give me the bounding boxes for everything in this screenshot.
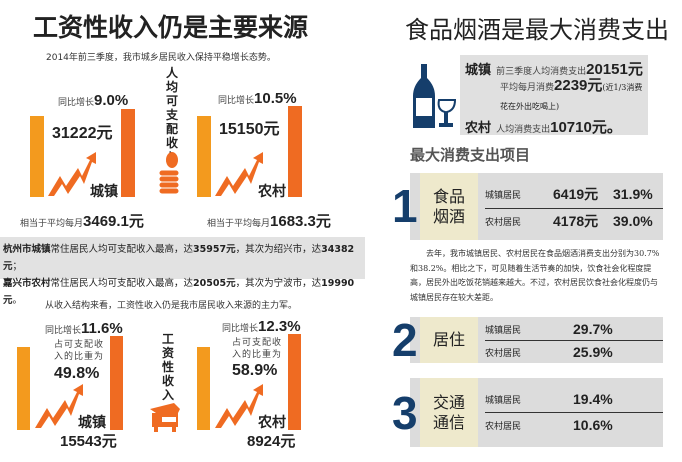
urban-monthly-spending: 平均每月消费2239元(近1/3消费花在外出吃喝上)	[500, 77, 643, 111]
coins-icon	[158, 152, 180, 195]
spending-item-2: 2 居住 城镇居民 29.7% 农村居民 25.9%	[392, 314, 663, 366]
top-spending-heading: 最大消费支出项目	[410, 146, 531, 164]
urban-label: 城镇	[90, 183, 118, 199]
rural-monthly: 相当于平均每月1683.3元	[207, 213, 331, 230]
urban-wage-bar-left	[17, 347, 30, 430]
wage-income-label: 工资性收入	[161, 332, 174, 402]
spending-item-3: 3 交通通信 城镇居民 19.4% 农村居民 10.6%	[392, 378, 663, 447]
ranking-row: 嘉兴市农村常住居民人均可支配收入最高，达20505元，其次为宁波市，达19990…	[3, 278, 355, 306]
growth-arrow-icon	[215, 384, 263, 428]
category-label: 食品烟酒	[420, 173, 478, 240]
rural-wage-bar-right	[288, 334, 301, 430]
rural-wage-share: 58.9%	[232, 362, 278, 379]
rural-income: 15150元	[219, 121, 280, 138]
spending-row: 城镇居民 19.4%	[485, 391, 613, 407]
food-spending-paragraph: 去年，我市城镇居民、农村居民在食品烟酒消费支出分别为30.7%和38.2%。相比…	[410, 249, 660, 302]
rural-wage-growth: 同比增长12.3%	[222, 318, 301, 335]
ranking-row: 杭州市城镇常住居民人均可支配收入最高，达35957元，其次为绍兴市，达34382…	[3, 244, 355, 272]
city-ranking-band: 杭州市城镇常住居民人均可支配收入最高，达35957元，其次为绍兴市，达34382…	[0, 237, 365, 306]
wallet-icon	[150, 403, 180, 432]
rural-bar-right	[288, 106, 302, 197]
spending-item-1: 1 食品烟酒 城镇居民 6419元 31.9% 农村居民 4178元 39.0%	[392, 173, 663, 240]
urban-income: 31222元	[52, 125, 113, 142]
category-label: 居住	[420, 317, 478, 363]
spending-row: 农村居民 4178元 39.0%	[485, 213, 653, 229]
urban-wage-share-label: 占可支配收入的比重为	[54, 340, 105, 362]
rural-wage-label: 农村	[258, 414, 286, 430]
urban-wage-bar-right	[110, 336, 123, 430]
rural-growth: 同比增长10.5%	[218, 90, 297, 107]
urban-monthly: 相当于平均每月3469.1元	[20, 213, 144, 230]
urban-wage-label: 城镇	[78, 414, 106, 430]
spending-row: 城镇居民 6419元 31.9%	[485, 186, 653, 202]
rural-spending: 农村 人均消费支出10710元。	[465, 119, 622, 136]
urban-bar-right	[121, 109, 135, 197]
structure-intro: 从收入结构来看，工资性收入仍是我市居民收入来源的主力军。	[45, 301, 298, 311]
rural-wage-income: 8924元	[247, 433, 296, 450]
rank-number: 1	[392, 180, 418, 232]
rural-wage-bar-left	[197, 347, 210, 430]
wine-bottle-glass-icon	[413, 64, 457, 128]
spending-row: 农村居民 25.9%	[485, 344, 613, 360]
left-title: 工资性收入仍是主要来源	[33, 13, 309, 42]
urban-wage-growth: 同比增长11.6%	[45, 320, 123, 337]
spending-row: 农村居民 10.6%	[485, 417, 613, 433]
growth-arrow-icon	[215, 152, 263, 196]
spending-summary-box	[460, 55, 648, 135]
rural-wage-share-label: 占可支配收入的比重为	[232, 338, 283, 360]
spending-row: 城镇居民 29.7%	[485, 321, 613, 337]
urban-wage-share: 49.8%	[54, 365, 100, 382]
rank-number: 2	[392, 314, 418, 366]
urban-spending: 城镇 前三季度人均消费支出20151元	[465, 61, 643, 78]
rank-number: 3	[392, 387, 418, 439]
right-title: 食品烟酒是最大消费支出	[405, 16, 669, 44]
urban-wage-income: 15543元	[60, 433, 117, 450]
rural-label: 农村	[258, 183, 286, 199]
urban-bar-left	[30, 116, 44, 197]
growth-arrow-icon	[48, 152, 96, 196]
urban-growth: 同比增长9.0%	[58, 92, 129, 109]
rural-bar-left	[197, 116, 211, 197]
category-label: 交通通信	[420, 378, 478, 447]
growth-arrow-icon	[35, 384, 83, 428]
left-intro: 2014年前三季度，我市城乡居民收入保持平稳增长态势。	[46, 53, 276, 63]
